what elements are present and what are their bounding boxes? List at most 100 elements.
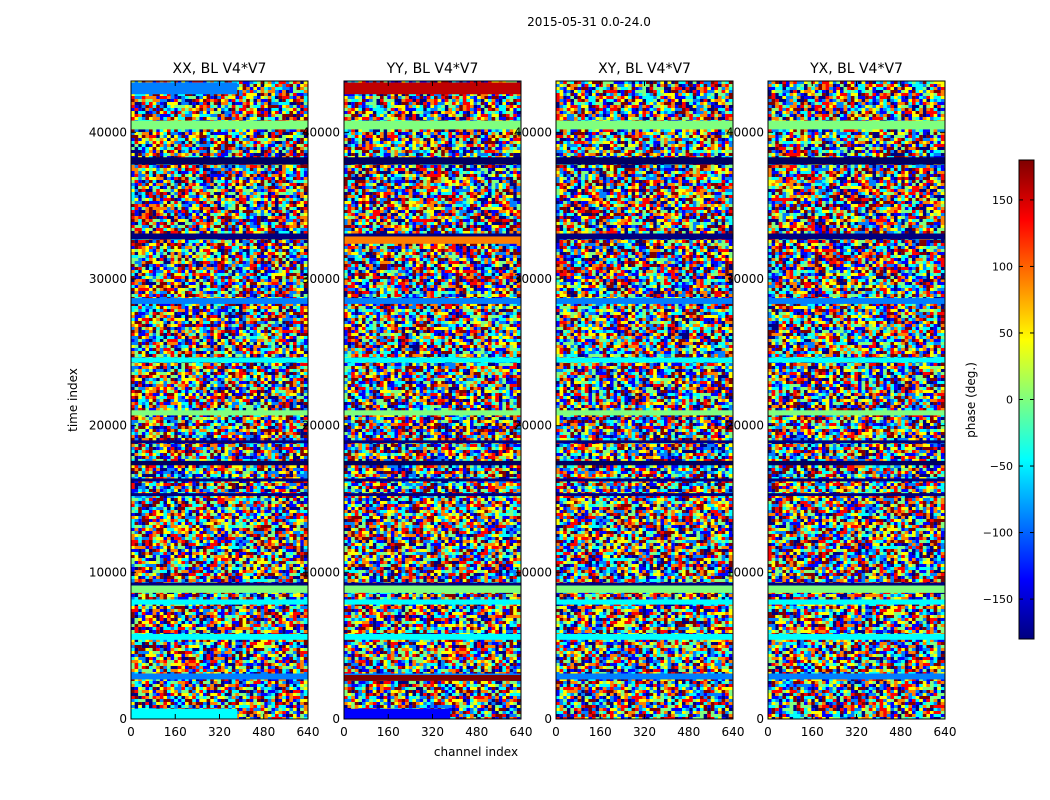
heatmap-cells <box>556 81 733 719</box>
x-tick-label: 640 <box>934 725 957 739</box>
y-tick-label: 20000 <box>89 419 127 433</box>
band <box>768 157 945 165</box>
y-tick-label: 0 <box>544 712 552 726</box>
noise-cells <box>344 81 521 719</box>
colorbar-label: phase (deg.) <box>964 362 978 438</box>
noise-cells <box>768 81 945 719</box>
y-tick-label: 20000 <box>302 419 340 433</box>
noise-cells <box>768 81 945 719</box>
noise-cells <box>556 81 733 719</box>
band <box>768 410 945 416</box>
band <box>344 298 521 304</box>
band <box>344 599 521 605</box>
band <box>556 478 733 482</box>
band <box>131 478 308 482</box>
band <box>344 236 521 244</box>
panel-title: XX, BL V4*V7 <box>173 61 267 77</box>
band <box>344 120 521 130</box>
colorbar-tick-label: −100 <box>983 527 1013 540</box>
x-tick-label: 0 <box>340 725 348 739</box>
band <box>131 157 308 165</box>
band <box>344 440 521 444</box>
y-tick-label: 40000 <box>726 125 764 139</box>
panel-0: XX, BL V4*V7 0 160 320 480 640 0 10000 20000 3000… <box>89 61 320 739</box>
band <box>556 673 733 680</box>
band <box>344 675 521 681</box>
colorbar-tick-label: 150 <box>992 194 1013 207</box>
noise-cells <box>556 81 733 719</box>
y-tick-label: 40000 <box>514 125 552 139</box>
colorbar-tick-label: 0 <box>1006 394 1013 407</box>
x-tick-label: 0 <box>764 725 772 739</box>
band <box>768 493 945 497</box>
band <box>344 410 521 416</box>
panel-1: YY, BL V4*V7 0 160 320 480 640 0 10000 20000 3000… <box>302 61 533 739</box>
noise-cells <box>768 81 945 719</box>
band <box>556 599 733 605</box>
colorbar-gradient <box>1019 160 1034 639</box>
y-tick-label: 10000 <box>726 565 764 579</box>
band <box>131 599 308 605</box>
y-tick-label: 0 <box>332 712 340 726</box>
band <box>768 440 945 444</box>
band <box>131 708 238 719</box>
band <box>556 120 733 130</box>
x-tick-label: 480 <box>252 725 275 739</box>
y-tick-label: 0 <box>756 712 764 726</box>
band <box>344 460 521 466</box>
noise-cells <box>344 81 521 719</box>
band <box>556 410 733 416</box>
band <box>131 357 308 363</box>
noise-cells <box>131 81 308 719</box>
noise-cells <box>556 81 733 719</box>
y-axis-label: time index <box>66 368 80 432</box>
y-tick-label: 0 <box>119 712 127 726</box>
band <box>131 585 308 593</box>
heatmap-cells <box>344 81 521 719</box>
y-tick-label: 30000 <box>726 272 764 286</box>
band <box>556 157 733 165</box>
panel-title: YY, BL V4*V7 <box>386 61 479 77</box>
band <box>556 460 733 466</box>
noise-cells <box>556 81 733 719</box>
noise-cells <box>131 81 308 719</box>
x-tick-label: 160 <box>801 725 824 739</box>
band <box>131 120 308 130</box>
colorbar-tick-label: 50 <box>999 327 1013 340</box>
band <box>768 582 945 586</box>
x-tick-label: 320 <box>421 725 444 739</box>
x-tick-label: 640 <box>510 725 533 739</box>
colorbar-tick-label: 100 <box>992 260 1013 273</box>
colorbar-tick-label: −50 <box>990 460 1013 473</box>
band <box>344 82 521 95</box>
band <box>556 493 733 497</box>
band <box>344 478 521 482</box>
band <box>556 233 733 240</box>
band <box>768 478 945 482</box>
x-tick-label: 320 <box>845 725 868 739</box>
band <box>344 633 521 640</box>
colorbar: −150 −100 −50 0 50 100 150 phase (deg.) <box>964 159 1035 640</box>
y-tick-label: 10000 <box>514 565 552 579</box>
band <box>556 440 733 444</box>
x-axis-label: channel index <box>434 745 518 759</box>
noise-cells <box>131 81 308 719</box>
band <box>131 633 308 640</box>
panel-title: YX, BL V4*V7 <box>809 61 903 77</box>
colorbar-tick-label: −150 <box>983 593 1013 606</box>
noise-cells <box>344 81 521 719</box>
band <box>131 82 238 95</box>
y-tick-label: 40000 <box>302 125 340 139</box>
band <box>131 460 308 466</box>
noise-cells <box>131 81 308 719</box>
band <box>556 633 733 640</box>
x-tick-label: 320 <box>208 725 231 739</box>
band <box>131 493 308 497</box>
x-tick-label: 0 <box>552 725 560 739</box>
y-tick-label: 20000 <box>726 419 764 433</box>
band <box>344 708 451 719</box>
y-tick-label: 10000 <box>89 565 127 579</box>
y-tick-label: 40000 <box>89 125 127 139</box>
